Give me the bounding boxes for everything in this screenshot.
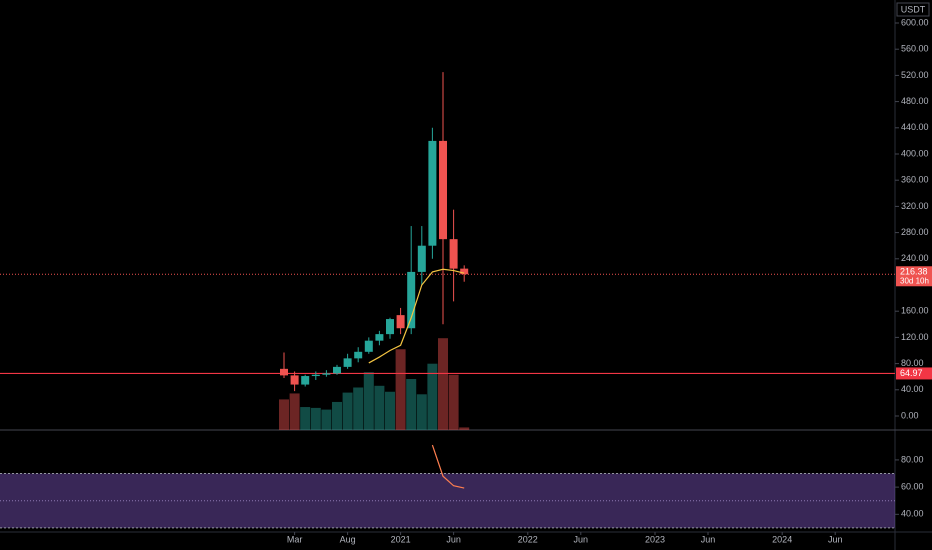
level-label: 64.97 (900, 368, 923, 378)
volume-bar (427, 363, 438, 430)
y-tick-label: 0.00 (901, 410, 919, 420)
candle-body (428, 140, 437, 246)
volume-bar (385, 391, 395, 430)
x-tick-label: Aug (340, 534, 356, 544)
x-tick-label: 2023 (645, 534, 665, 544)
ma-line (368, 268, 465, 364)
y-tick-label: 80.00 (901, 358, 924, 368)
volume-bar (459, 427, 470, 430)
volume-bar (374, 385, 385, 430)
volume-bar (438, 338, 448, 430)
currency-box (896, 2, 930, 17)
y-tick-label: 520.00 (901, 70, 929, 80)
y-tick-label: 320.00 (901, 201, 929, 211)
volume-bar (310, 407, 321, 430)
y-tick-label: 120.00 (901, 332, 929, 342)
candle-body (280, 368, 288, 376)
volume-bar (332, 401, 342, 430)
volume-bar (395, 349, 406, 430)
volume-bar (289, 393, 300, 430)
y-tick-label: 40.00 (901, 384, 924, 394)
candle-body (460, 268, 469, 275)
rsi-tick-label: 80.00 (901, 454, 924, 464)
volume-bar (363, 372, 374, 430)
countdown-label: 30d 10h (900, 276, 929, 285)
y-tick-label: 160.00 (901, 306, 929, 316)
candle-body (417, 245, 426, 272)
candle-body (407, 271, 416, 329)
candle-body (311, 374, 320, 377)
x-tick-label: Jun (574, 534, 589, 544)
candle-body (290, 375, 299, 385)
y-tick-label: 600.00 (901, 17, 929, 27)
candle-body (439, 140, 447, 240)
candle-body (386, 319, 394, 335)
y-tick-label: 240.00 (901, 253, 929, 263)
y-tick-label: 360.00 (901, 175, 929, 185)
x-tick-label: 2024 (772, 534, 792, 544)
rsi-tick-label: 40.00 (901, 509, 924, 519)
x-tick-label: Mar (287, 534, 303, 544)
volume-bar (448, 374, 459, 430)
candle-body (333, 366, 341, 374)
y-tick-label: 400.00 (901, 148, 929, 158)
volume-bar (416, 394, 427, 430)
last-price-box (896, 266, 932, 287)
rsi-line (431, 444, 465, 489)
x-tick-label: Jun (828, 534, 843, 544)
volume-bar (342, 392, 353, 430)
currency: USDT (901, 4, 926, 14)
candle-body (343, 358, 352, 367)
rsi-tick-label: 60.00 (901, 481, 924, 491)
x-tick-label: Jun (701, 534, 716, 544)
candle-body (449, 239, 458, 269)
x-tick-label: 2022 (518, 534, 538, 544)
candle-body (364, 340, 373, 352)
volume-bar (321, 409, 332, 430)
volume-bar (406, 379, 417, 430)
candle-body (322, 373, 331, 375)
y-tick-label: 560.00 (901, 44, 929, 54)
x-tick-label: 2021 (391, 534, 411, 544)
candle-body (301, 376, 310, 385)
candle-body (375, 334, 384, 341)
volume-bar (353, 387, 364, 430)
y-tick-label: 440.00 (901, 122, 929, 132)
volume-bar (279, 399, 289, 430)
level-box (896, 367, 932, 380)
candle-body (396, 315, 405, 329)
y-tick-label: 280.00 (901, 227, 929, 237)
last-price-label: 216.38 (900, 267, 928, 277)
volume-bar (300, 407, 311, 430)
x-tick-label: Jun (446, 534, 461, 544)
candle-body (354, 351, 363, 359)
y-tick-label: 480.00 (901, 96, 929, 106)
